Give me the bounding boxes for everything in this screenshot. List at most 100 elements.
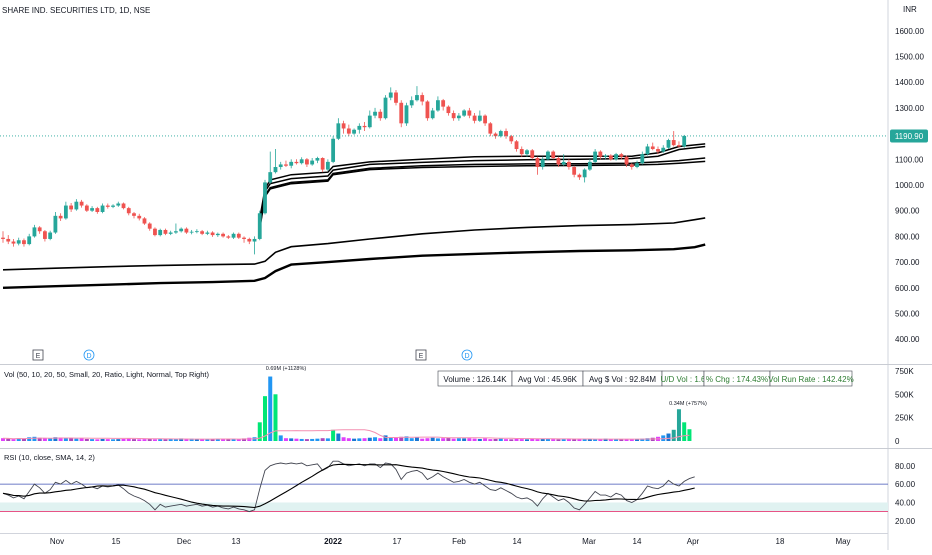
volume-stat-text: Vol Run Rate : 142.42% <box>768 375 853 384</box>
candle-body <box>357 125 362 130</box>
volume-bar <box>142 439 147 441</box>
volume-bar <box>467 438 472 441</box>
moving-average-ma_50 <box>2 217 706 271</box>
volume-bar <box>221 439 226 441</box>
volume-bar <box>32 436 37 441</box>
price-axis-label: 600.00 <box>895 284 920 293</box>
candle-body <box>346 128 351 134</box>
candle-body <box>242 237 246 239</box>
volume-bar <box>462 438 467 441</box>
volume-bar <box>608 439 613 441</box>
candle-body <box>551 151 556 159</box>
candle-body <box>341 123 346 129</box>
candle-body <box>116 203 121 206</box>
candle-body <box>656 149 660 152</box>
volume-annotation-1: 0.69M (+1128%) <box>266 366 307 372</box>
volume-bar <box>566 438 571 441</box>
volume-bar <box>53 437 58 441</box>
candle-body <box>252 238 257 242</box>
candle-body <box>535 158 540 168</box>
dividend-marker-label: D <box>464 353 469 360</box>
candle-body <box>84 205 89 211</box>
volume-bar <box>116 439 121 441</box>
volume-bar <box>530 438 535 441</box>
candle-body <box>257 213 262 239</box>
volume-bar <box>37 437 42 441</box>
volume-bar <box>263 396 267 441</box>
volume-bar <box>640 438 645 441</box>
candle-body <box>394 92 398 103</box>
volume-bar <box>79 438 84 441</box>
volume-axis-label: 750K <box>895 367 914 376</box>
axis-labels: 1600.001500.001400.001300.001200.001100.… <box>50 27 925 546</box>
volume-bar <box>137 439 142 441</box>
candle-body <box>310 160 315 165</box>
volume-bar <box>320 438 325 441</box>
candle-body <box>153 228 157 236</box>
candle-body <box>415 95 419 101</box>
candle-body <box>493 133 498 137</box>
candle-body <box>194 231 199 233</box>
rsi-panel-title: RSI (10, close, SMA, 14, 2) <box>4 453 95 462</box>
volume-bar <box>283 438 288 441</box>
candle-body <box>467 110 472 116</box>
candle-body <box>53 215 58 233</box>
volume-bar <box>294 438 299 441</box>
volume-bar <box>687 429 692 441</box>
volume-bar <box>168 438 173 441</box>
volume-bar <box>226 439 231 441</box>
currency-label: INR <box>903 5 917 14</box>
price-axis-label: 1400.00 <box>895 78 924 87</box>
rsi-sma-line <box>2 463 695 509</box>
volume-bar <box>6 438 11 441</box>
candle-body <box>37 227 42 232</box>
candle-body <box>456 115 461 119</box>
volume-bar <box>420 438 425 441</box>
volume-bar <box>525 439 529 441</box>
volume-bar <box>357 438 362 441</box>
volume-bar <box>373 437 378 441</box>
candle-body <box>598 151 603 157</box>
volume-bar <box>42 438 47 441</box>
volume-bar <box>90 439 95 441</box>
candle-body <box>603 155 608 157</box>
volume-bar <box>48 438 53 441</box>
volume-bar <box>147 438 152 441</box>
candle-body <box>650 146 655 150</box>
volume-bar <box>200 439 205 441</box>
candle-body <box>446 106 451 114</box>
last-price-tag-bg <box>890 129 928 143</box>
candle-body <box>299 159 304 164</box>
price-axis-label: 700.00 <box>895 258 920 267</box>
volume-bar <box>278 435 283 441</box>
candle-body <box>645 146 650 155</box>
volume-bar <box>409 438 414 441</box>
volume-bar <box>367 437 372 441</box>
candle-body <box>168 232 173 234</box>
rsi-background <box>0 483 888 513</box>
candle-body <box>420 95 425 102</box>
volume-stat-text: Volume : 126.14K <box>443 375 507 384</box>
candle-body <box>236 233 241 238</box>
moving-average-ma_4 <box>259 160 706 229</box>
candle-body <box>69 205 74 210</box>
candle-body <box>404 105 409 124</box>
volume-bar <box>414 437 419 441</box>
volume-bar <box>315 438 320 441</box>
candle-body <box>504 131 508 137</box>
candle-body <box>399 102 404 124</box>
volume-bar <box>325 438 330 441</box>
candle-body <box>331 138 336 162</box>
rsi-axis-label: 80.00 <box>895 462 916 471</box>
candle-body <box>121 203 126 209</box>
candle-body <box>231 233 236 238</box>
time-axis-label: Nov <box>50 537 64 546</box>
candle-body <box>158 229 163 236</box>
candle-body <box>352 129 356 134</box>
candle-body <box>111 205 115 207</box>
candle-body <box>441 100 446 107</box>
volume-stat-cell <box>769 370 853 387</box>
